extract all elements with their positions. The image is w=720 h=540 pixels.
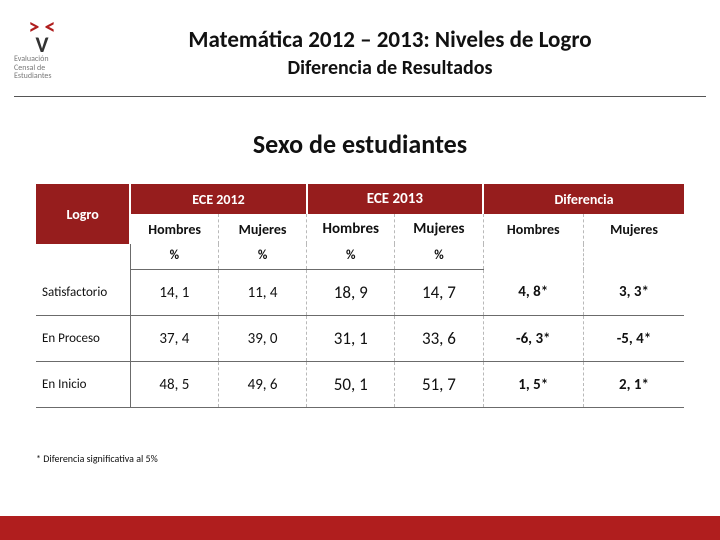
- col-group-2012: ECE 2012: [130, 184, 306, 214]
- title-rule: [14, 96, 706, 97]
- title-main: Matemática 2012 – 2013: Niveles de Logro: [80, 26, 700, 54]
- pct-3: %: [395, 244, 483, 270]
- table-header-pct: % % % %: [36, 244, 684, 270]
- col-logro-header: Logro: [36, 184, 130, 244]
- sub-h-2: Hombres: [307, 214, 395, 244]
- cell-diff: 4, 8*: [483, 270, 583, 316]
- pct-blank-logro: [36, 244, 130, 270]
- cell: 14, 7: [395, 270, 483, 316]
- col-group-diff: Diferencia: [483, 184, 684, 214]
- sub-h-0: Hombres: [130, 214, 218, 244]
- table-row: Satisfactorio 14, 1 11, 4 18, 9 14, 7 4,…: [36, 270, 684, 316]
- brand-logo: > < V Evaluación Censal de Estudiantes: [14, 18, 70, 80]
- cell: 37, 4: [130, 316, 218, 362]
- cell: 49, 6: [218, 362, 306, 408]
- cell: 14, 1: [130, 270, 218, 316]
- cell: 18, 9: [307, 270, 395, 316]
- title-block: Matemática 2012 – 2013: Niveles de Logro…: [80, 26, 700, 80]
- logo-text: Evaluación Censal de Estudiantes: [14, 55, 70, 80]
- cell: 31, 1: [307, 316, 395, 362]
- footnote: * Diferencia significativa al 5%: [36, 452, 158, 465]
- cell-diff: 1, 5*: [483, 362, 583, 408]
- pct-2: %: [307, 244, 395, 270]
- row-label: En Proceso: [36, 316, 130, 362]
- cell: 51, 7: [395, 362, 483, 408]
- table-header-sub: Hombres Mujeres Hombres Mujeres Hombres …: [36, 214, 684, 244]
- results-table: Logro ECE 2012 ECE 2013 Diferencia Hombr…: [36, 184, 684, 408]
- pct-4: [483, 244, 583, 270]
- table-row: En Proceso 37, 4 39, 0 31, 1 33, 6 -6, 3…: [36, 316, 684, 362]
- col-group-2013: ECE 2013: [307, 184, 483, 214]
- cell: 11, 4: [218, 270, 306, 316]
- cell: 39, 0: [218, 316, 306, 362]
- cell-diff: -5, 4*: [583, 316, 684, 362]
- sub-h-3: Mujeres: [395, 214, 483, 244]
- results-table-wrap: Logro ECE 2012 ECE 2013 Diferencia Hombr…: [36, 184, 684, 408]
- title-sub: Diferencia de Resultados: [80, 56, 700, 80]
- section-title: Sexo de estudiantes: [0, 128, 720, 160]
- cell-diff: -6, 3*: [483, 316, 583, 362]
- table-row: En Inicio 48, 5 49, 6 50, 1 51, 7 1, 5* …: [36, 362, 684, 408]
- sub-h-1: Mujeres: [218, 214, 306, 244]
- row-label: En Inicio: [36, 362, 130, 408]
- cell: 33, 6: [395, 316, 483, 362]
- cell: 50, 1: [307, 362, 395, 408]
- pct-1: %: [218, 244, 306, 270]
- logo-glyph-bottom: V: [14, 36, 70, 54]
- cell-diff: 2, 1*: [583, 362, 684, 408]
- pct-0: %: [130, 244, 218, 270]
- cell: 48, 5: [130, 362, 218, 408]
- pct-5: [583, 244, 684, 270]
- logo-text-l3: Estudiantes: [14, 72, 70, 80]
- sub-h-5: Mujeres: [583, 214, 684, 244]
- sub-h-4: Hombres: [483, 214, 583, 244]
- table-header-groups: Logro ECE 2012 ECE 2013 Diferencia: [36, 184, 684, 214]
- footer-bar: [0, 516, 720, 540]
- cell-diff: 3, 3*: [583, 270, 684, 316]
- row-label: Satisfactorio: [36, 270, 130, 316]
